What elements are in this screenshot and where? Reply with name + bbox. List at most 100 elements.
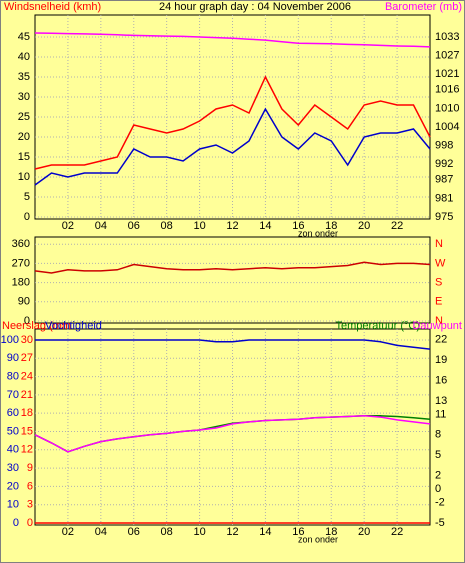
y-tick-label: 40 [18,51,30,63]
y-tick-label: 1010 [435,102,459,114]
series-line [34,107,431,186]
y-tick-label: 2 [435,469,441,481]
y-tick-label: 10 [7,499,19,511]
x-tick-label: 06 [128,526,140,538]
y-tick-label: 18 [21,407,33,419]
y-tick-label: 13 [435,395,447,407]
y-tick-label: 60 [7,407,19,419]
x-tick-label: 22 [391,220,403,232]
y-tick-label: -2 [435,497,445,509]
x-tick-label: 12 [226,220,238,232]
y-tick-label: 0 [24,315,30,327]
y-tick-label: 45 [18,31,30,43]
y-tick-label: 30 [21,334,33,346]
y-tick-label: W [435,257,446,269]
y-tick-label: 998 [435,140,453,152]
y-tick-label: 270 [12,257,30,269]
series-line [34,32,431,48]
x-tick-label: 04 [95,526,107,538]
y-tick-label: N [435,238,443,250]
y-tick-label: 1021 [435,68,459,80]
x-tick-label: 12 [226,526,238,538]
y-tick-label: 35 [18,71,30,83]
y-tick-label: 11 [435,408,446,420]
series-line [34,261,431,274]
y-tick-label: 180 [12,277,30,289]
y-tick-label: 5 [24,191,30,203]
y-tick-label: -5 [435,517,445,529]
y-tick-label: 90 [7,352,19,364]
y-tick-label: 5 [435,449,441,461]
y-tick-label: 100 [1,334,19,346]
y-tick-label: 19 [435,354,447,366]
y-tick-label: 15 [21,425,33,437]
plot-area [34,328,431,526]
y-tick-label: 70 [7,389,19,401]
y-tick-label: N [435,315,443,327]
y-tick-label: 360 [12,238,30,250]
y-axis-label: Windsnelheid (kmh) [4,1,101,13]
annotation: zon onder [298,534,338,544]
y-tick-label: S [435,277,442,289]
y-tick-label: 1004 [435,121,459,133]
y-tick-label: E [435,296,442,308]
y-tick-label: 0 [24,211,30,223]
y-tick-label: 20 [7,480,19,492]
y-tick-label: 24 [21,370,33,382]
x-tick-label: 02 [62,526,74,538]
x-tick-label: 10 [193,526,205,538]
y-tick-label: 1027 [435,50,459,62]
series-line [34,415,431,453]
y-tick-label: 50 [7,425,19,437]
y-tick-label: 6 [27,480,33,492]
x-tick-label: 06 [128,220,140,232]
y-tick-label: 80 [7,370,19,382]
y-tick-label: 0 [435,483,441,495]
y-tick-label: 10 [18,171,30,183]
y-tick-label: 40 [7,444,19,456]
plot-area [34,236,431,324]
y-tick-label: 1016 [435,84,459,96]
x-tick-label: 14 [259,220,271,232]
y-tick-label: 16 [435,374,447,386]
legend-label: Neerslag (mm [2,320,71,332]
x-tick-label: 18 [325,220,337,232]
legend-label: Temperatuur (°C) [336,320,420,332]
y-tick-label: 0 [13,517,19,529]
y-tick-label: 987 [435,174,453,186]
x-tick-label: 02 [62,220,74,232]
x-tick-label: 16 [292,526,304,538]
y-tick-label: 30 [7,462,19,474]
y-tick-label: 20 [18,131,30,143]
y-tick-label: 22 [435,334,447,346]
y-tick-label: 9 [27,462,33,474]
x-tick-label: 22 [391,526,403,538]
x-tick-label: 20 [358,220,370,232]
x-tick-label: 16 [292,220,304,232]
annotation: zon onder [298,228,338,238]
y-tick-label: 90 [18,296,30,308]
y-tick-label: 25 [18,111,30,123]
y-tick-label: 992 [435,158,453,170]
y-tick-label: 975 [435,211,453,223]
y-tick-label: 3 [27,499,33,511]
x-tick-label: 08 [161,220,173,232]
y-tick-label: 27 [21,352,33,364]
x-tick-label: 08 [161,526,173,538]
y-tick-label: 1033 [435,31,459,43]
series-line [34,75,431,170]
y-tick-label: 0 [27,517,33,529]
legend-label: Vochtigheid [45,320,102,332]
y-tick-label: 12 [21,444,33,456]
y-tick-label: 8 [435,429,441,441]
legend-label: Dauwpunt [412,320,462,332]
x-tick-label: 20 [358,526,370,538]
y2-axis-label: Barometer (mb) [385,1,462,13]
x-tick-label: 10 [193,220,205,232]
y-tick-label: 21 [21,389,33,401]
y-tick-label: 30 [18,91,30,103]
series-line [35,339,431,350]
x-tick-label: 18 [325,526,337,538]
x-tick-label: 14 [259,526,271,538]
